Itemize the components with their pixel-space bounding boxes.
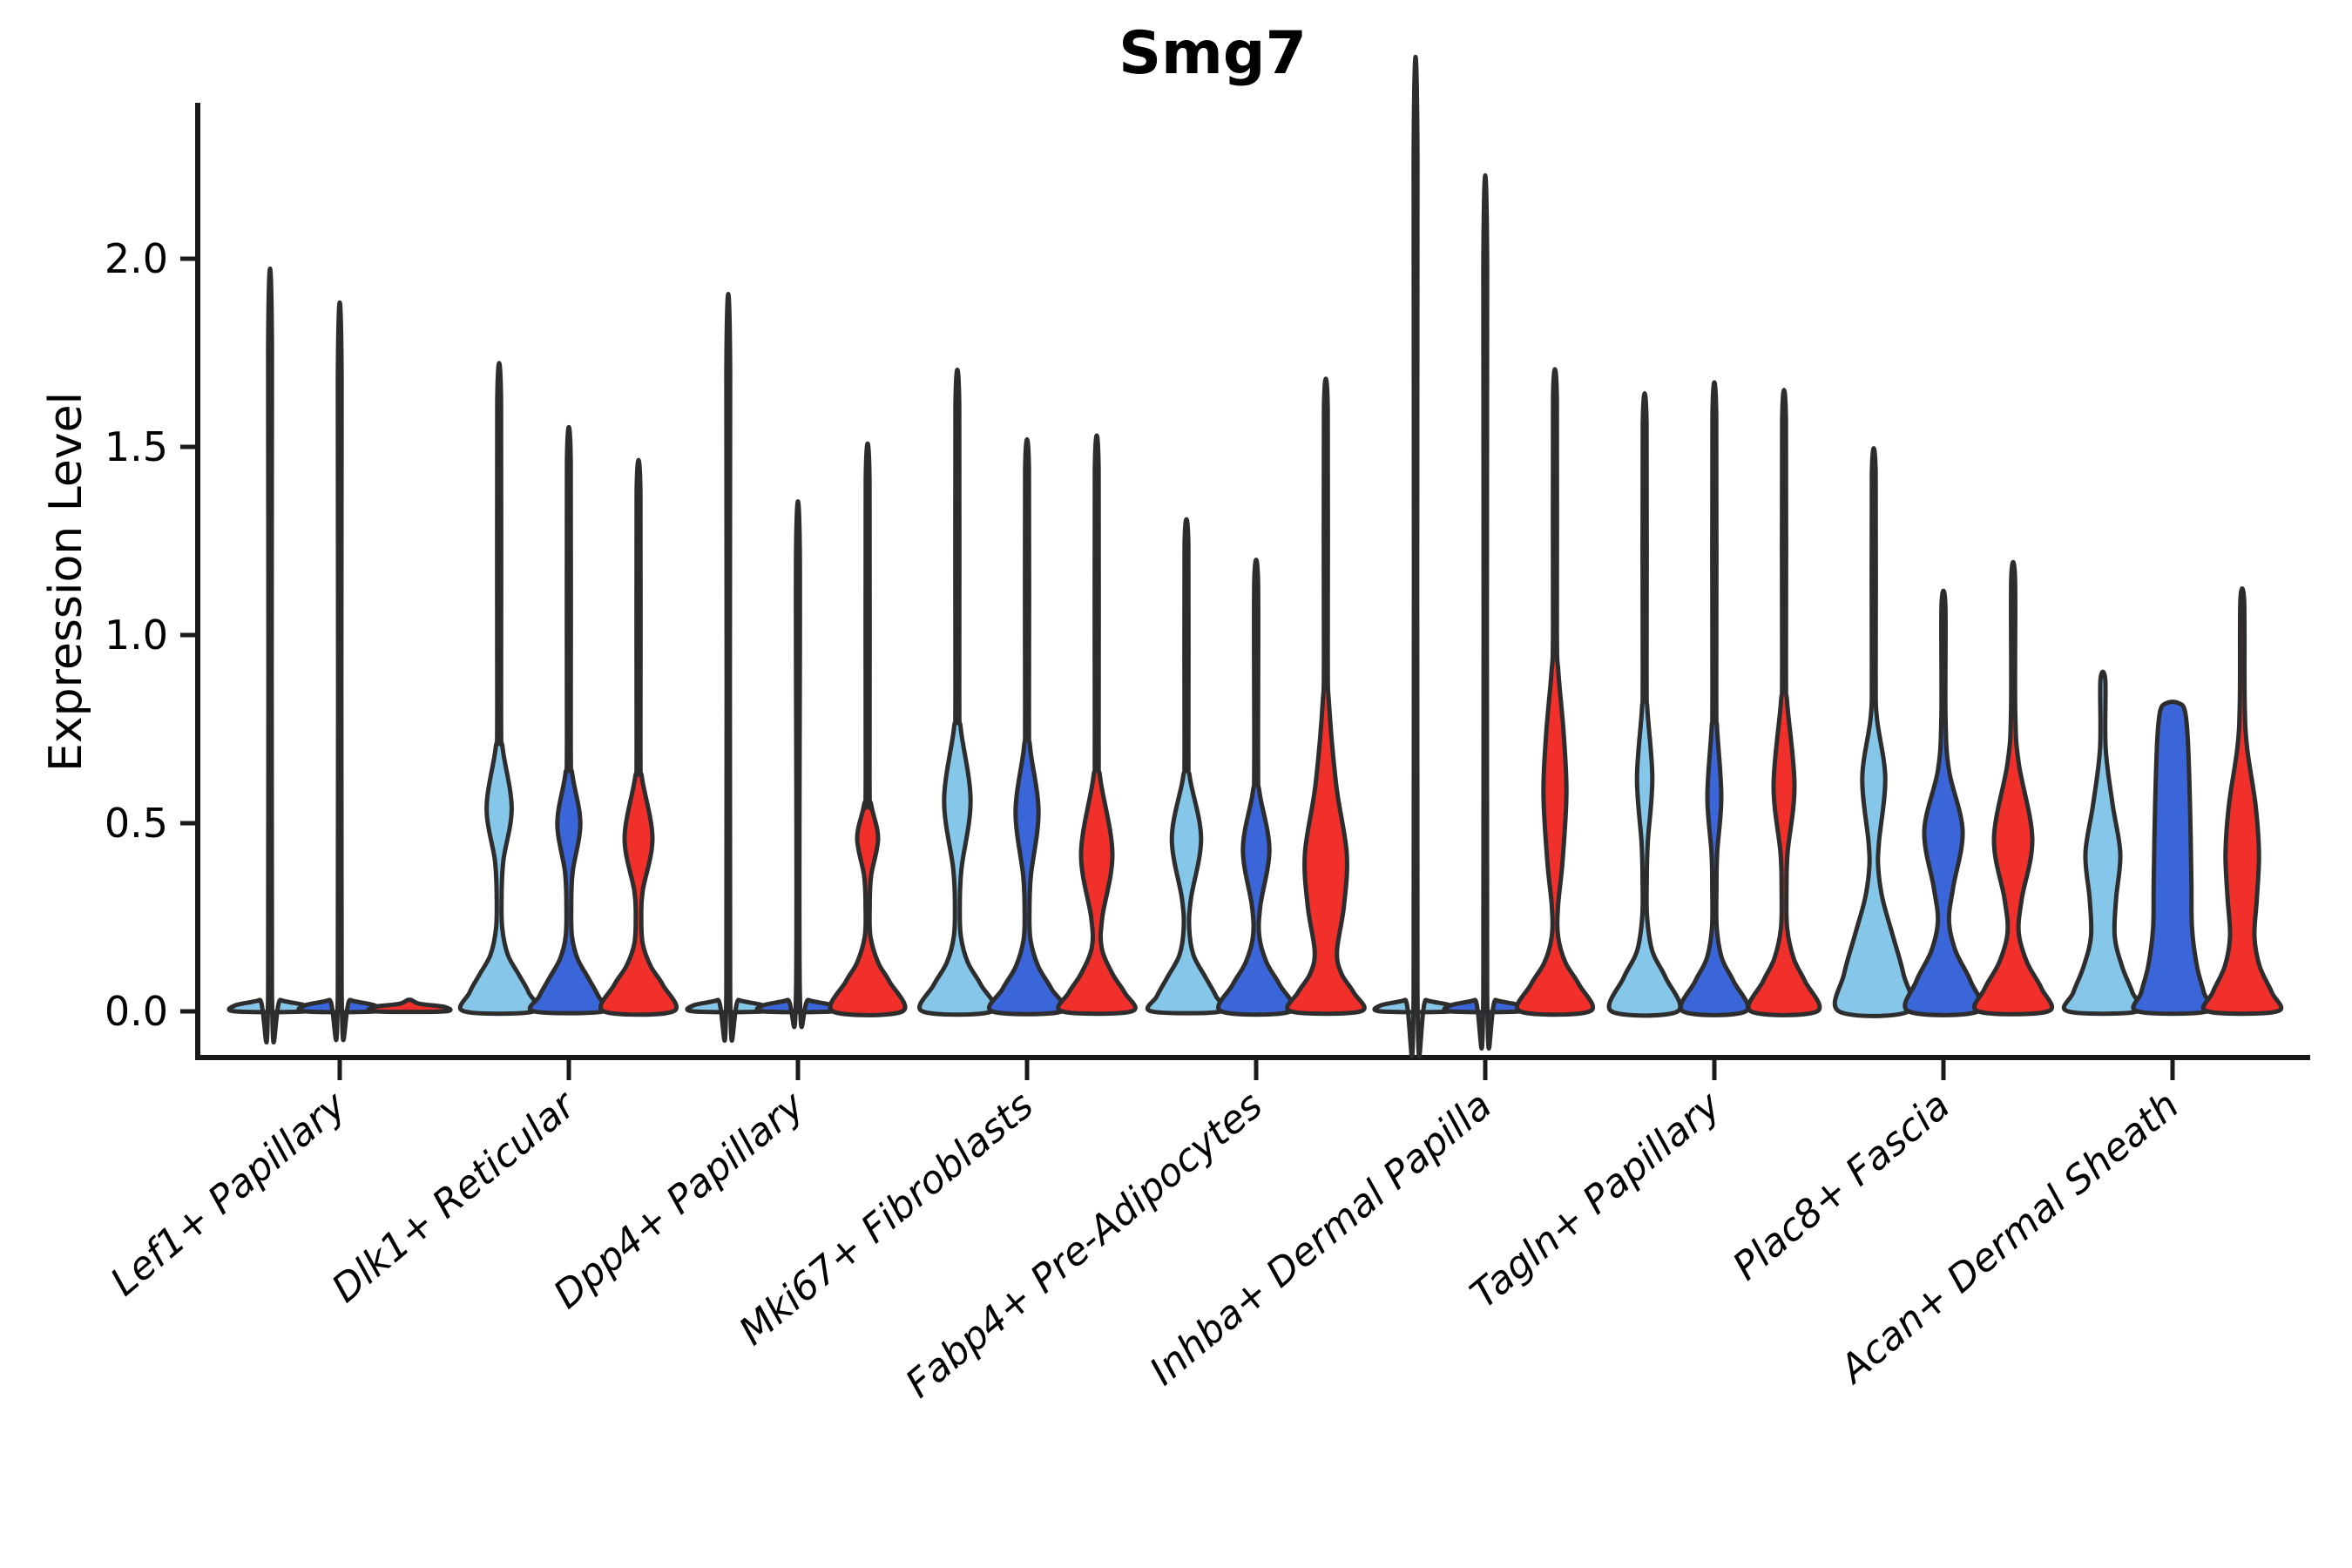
- y-tick-label: 0.5: [105, 800, 168, 847]
- violin: [1678, 380, 1751, 1017]
- violin: [1514, 367, 1596, 1017]
- violin: [1216, 558, 1296, 1017]
- violin: [1971, 559, 2055, 1017]
- violin: [1832, 446, 1916, 1018]
- violin: [917, 368, 997, 1017]
- y-tick-label: 1.0: [105, 612, 168, 659]
- plot-title: Smg7: [1119, 19, 1307, 88]
- violin: [598, 457, 679, 1017]
- x-tick-label: Tagln+ Papillary: [1463, 1083, 1730, 1317]
- violin: [1372, 54, 1459, 1058]
- violin: [1442, 173, 1529, 1051]
- violin: [1903, 588, 1984, 1017]
- violin: [226, 266, 314, 1044]
- violin: [828, 442, 908, 1017]
- violin: [2131, 700, 2214, 1017]
- violin: [1606, 390, 1683, 1018]
- violin: [1056, 433, 1138, 1017]
- x-tick-label: Dlk1+ Reticular: [324, 1081, 586, 1311]
- violin: [1746, 388, 1822, 1017]
- y-axis-label: Expression Level: [40, 391, 92, 773]
- violin: [527, 425, 611, 1016]
- violin: [685, 292, 772, 1043]
- y-tick-label: 2.0: [105, 235, 168, 282]
- x-tick-label: Plac8+ Fascia: [1725, 1083, 1958, 1289]
- violin: [1285, 376, 1367, 1017]
- violin: [457, 361, 541, 1017]
- y-tick-label: 0.0: [105, 988, 168, 1035]
- violin: [366, 997, 453, 1015]
- y-tick-label: 1.5: [105, 423, 168, 470]
- violin: [296, 300, 383, 1043]
- violin: [2061, 669, 2145, 1017]
- violin: [754, 499, 841, 1030]
- violin: [987, 436, 1067, 1017]
- violin: [1145, 517, 1228, 1016]
- x-tick-label: Lef1+ Papillary: [103, 1083, 355, 1305]
- violin: [2200, 586, 2284, 1017]
- x-tick-label: Fabp4+ Pre-Adipocytes: [897, 1083, 1271, 1406]
- x-tick-label: Dpp4+ Papillary: [545, 1083, 814, 1318]
